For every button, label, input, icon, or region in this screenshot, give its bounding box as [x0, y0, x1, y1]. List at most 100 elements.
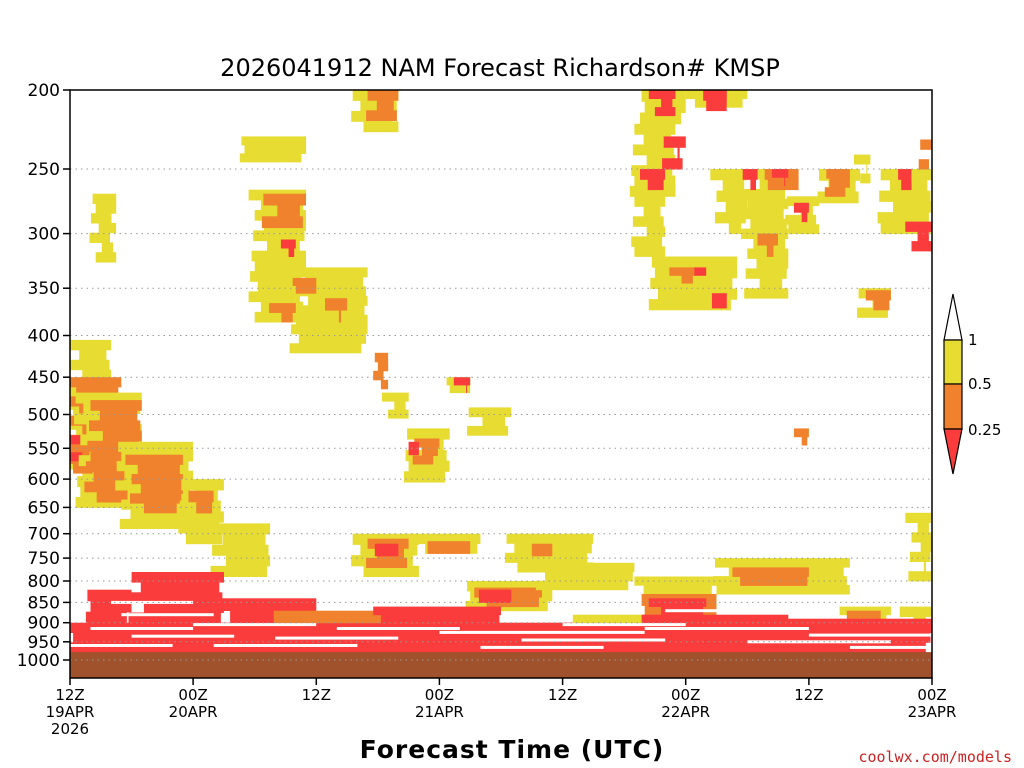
heatmap-cell — [785, 214, 817, 225]
y-tick-label: 400 — [28, 327, 60, 347]
y-tick-label: 750 — [28, 549, 60, 569]
heatmap-region — [261, 193, 306, 229]
heatmap-cell — [535, 580, 629, 591]
heatmap-cell — [759, 278, 783, 289]
heatmap-cell — [85, 461, 142, 472]
heatmap-region — [662, 136, 686, 170]
heatmap-cell — [222, 534, 266, 546]
heatmap-cell — [824, 187, 846, 197]
heatmap-gap — [849, 645, 932, 649]
heatmap-cell — [412, 533, 481, 544]
heatmap-cell — [725, 201, 748, 213]
heatmap-cell — [873, 300, 890, 311]
heatmap-cell — [254, 311, 306, 323]
heatmap-cell — [257, 281, 306, 292]
heatmap-region — [669, 267, 696, 284]
heatmap-cell — [178, 522, 220, 534]
x-tick-label: 21APR — [415, 703, 464, 721]
heatmap-cell — [634, 123, 676, 135]
heatmap-cell — [901, 179, 912, 191]
heatmap-cell — [294, 286, 366, 297]
heatmap-cell — [646, 226, 666, 237]
heatmap-cell — [662, 158, 683, 170]
heatmap-cell — [408, 460, 450, 472]
heatmap-region — [782, 618, 932, 624]
heatmap-cell — [186, 532, 223, 545]
heatmap-cell — [817, 191, 859, 204]
heatmap-cell — [87, 589, 132, 602]
heatmap-cell — [366, 110, 397, 121]
heatmap-gap — [336, 627, 460, 630]
heatmap-cell — [466, 384, 468, 394]
heatmap-cell — [654, 107, 676, 117]
heatmap-cell — [716, 190, 748, 202]
y-tick-label: 250 — [28, 160, 60, 180]
heatmap-region — [711, 293, 727, 309]
heatmap-cell — [325, 298, 348, 311]
colorbar-lt025 — [943, 428, 963, 475]
heatmap-cell — [669, 267, 696, 276]
x-tick-label: 12Z — [55, 686, 84, 704]
heatmap-cell — [716, 585, 850, 595]
heatmap-region — [210, 523, 271, 577]
heatmap-cell — [281, 312, 293, 323]
heatmap-cell — [905, 221, 932, 232]
heatmap-cell — [846, 610, 881, 622]
colorbar-legend: 1 0.5 0.25 — [943, 293, 1001, 475]
heatmap-cell — [453, 377, 471, 386]
heatmap-region — [742, 169, 758, 191]
heatmap-cell — [210, 565, 267, 577]
heatmap-cell — [70, 435, 86, 445]
heatmap-cell — [647, 179, 664, 191]
heatmap-cell — [90, 600, 132, 613]
heatmap-cell — [101, 242, 114, 253]
heatmap-cell — [788, 224, 820, 235]
heatmap-cell — [514, 543, 592, 554]
heatmap-cell — [756, 258, 789, 269]
y-tick-label: 450 — [28, 368, 60, 388]
plot-frame — [69, 89, 933, 679]
heatmap-region — [694, 267, 707, 276]
ground-fill — [70, 652, 932, 678]
heatmap-cell — [468, 407, 512, 418]
heatmap-cell — [917, 522, 929, 533]
y-tick-label: 850 — [28, 593, 60, 613]
heatmap-region — [478, 589, 512, 603]
heatmap-cell — [467, 581, 553, 592]
heatmap-region — [710, 169, 748, 235]
heatmap-cell — [917, 231, 929, 242]
heatmap-cell — [98, 222, 117, 234]
credit-text: coolwx.com/models — [858, 748, 1012, 766]
heatmap-cell — [90, 451, 142, 462]
y-tick-label: 300 — [28, 225, 60, 245]
heatmap-cell — [658, 288, 737, 300]
heatmap-cell — [99, 410, 138, 421]
heatmap-cell — [131, 572, 224, 583]
heatmap-region — [427, 541, 471, 554]
y-tick-label: 700 — [28, 525, 60, 545]
heatmap-cell — [137, 464, 180, 475]
heatmap-cell — [663, 136, 686, 148]
heatmap-region — [325, 298, 348, 323]
heatmap-cell — [79, 349, 107, 361]
heatmap-region — [631, 196, 666, 257]
heatmap-cell — [750, 179, 756, 191]
heatmap-region — [794, 202, 809, 223]
heatmap-gap — [131, 634, 235, 638]
heatmap-cell — [93, 471, 141, 483]
heatmap-region — [634, 576, 717, 595]
heatmap-cell — [728, 222, 742, 235]
heatmap-cell — [646, 154, 676, 166]
heatmap-cell — [750, 218, 787, 230]
heatmap-region — [382, 392, 409, 419]
heatmap-cell — [899, 606, 932, 618]
heatmap-cell — [90, 400, 142, 411]
heatmap-cell — [217, 598, 317, 611]
heatmap-cell — [784, 177, 786, 187]
heatmap-cell — [289, 343, 362, 354]
heatmap-gap — [70, 644, 173, 647]
colorbar-yellow — [943, 339, 963, 385]
heatmap-region — [640, 169, 666, 191]
heatmap-cell — [95, 252, 117, 263]
